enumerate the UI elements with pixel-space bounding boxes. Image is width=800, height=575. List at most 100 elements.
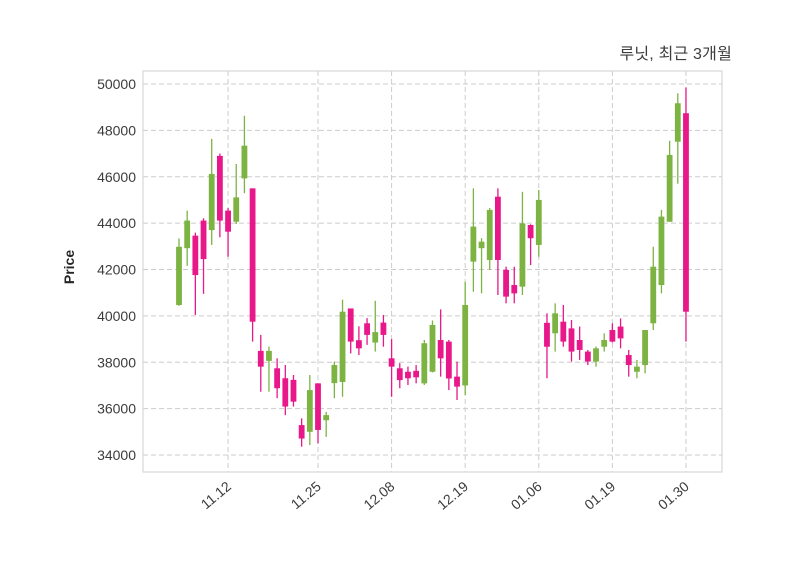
- candle-body: [266, 350, 272, 361]
- candle-body: [454, 376, 460, 387]
- candle: [298, 418, 305, 447]
- candle-body: [544, 322, 550, 347]
- y-tick-label: 40000: [97, 308, 136, 324]
- candle: [642, 330, 648, 374]
- candle: [445, 339, 452, 391]
- candle-body: [658, 216, 665, 286]
- candle: [519, 191, 526, 296]
- candle-body: [601, 339, 608, 347]
- candle-body: [347, 308, 354, 342]
- candle: [323, 411, 330, 437]
- candle-body: [274, 368, 281, 389]
- candle: [568, 320, 575, 362]
- candle: [192, 232, 199, 315]
- candle-body: [609, 330, 616, 342]
- chart-title: 루닛, 최근 3개월: [619, 46, 732, 63]
- y-tick-label: 44000: [97, 215, 136, 231]
- candle-body: [642, 330, 648, 366]
- candle: [560, 304, 567, 347]
- y-tick-labels: 34000 36000 38000 40000 42000 44000 46000 48000…: [97, 76, 136, 463]
- candle: [241, 115, 248, 194]
- candle-body: [462, 304, 469, 386]
- candle-body: [290, 379, 297, 402]
- candle-body: [437, 339, 444, 359]
- candle-body: [315, 383, 321, 430]
- candle-body: [405, 371, 411, 379]
- candle-body: [535, 199, 542, 245]
- candle: [617, 318, 624, 349]
- candle: [306, 375, 313, 446]
- candle: [429, 320, 436, 373]
- candle-body: [208, 173, 215, 231]
- candle-body: [634, 366, 640, 372]
- candle-body: [339, 311, 346, 382]
- candle: [658, 209, 665, 294]
- candle-body: [576, 339, 583, 350]
- candle: [527, 224, 534, 266]
- candle-body: [625, 355, 632, 366]
- candle: [364, 318, 370, 345]
- candle: [380, 314, 387, 347]
- candle: [601, 333, 608, 352]
- gridlines: [143, 71, 722, 472]
- candle-body: [396, 368, 403, 381]
- candle: [478, 238, 485, 294]
- candle-body: [445, 341, 452, 379]
- y-tick-label: 46000: [97, 169, 136, 185]
- candle: [584, 349, 591, 366]
- candle: [625, 349, 632, 377]
- candle-body: [388, 358, 395, 367]
- candle: [683, 87, 689, 342]
- candle: [200, 218, 207, 294]
- candle-body: [241, 145, 248, 179]
- candle: [576, 326, 583, 360]
- candle: [511, 266, 518, 304]
- candle-body: [355, 340, 362, 349]
- x-tick-label: 01.06: [508, 478, 545, 513]
- candle-body: [331, 365, 338, 384]
- candle: [666, 140, 673, 222]
- candle: [225, 208, 231, 257]
- candle-body: [192, 235, 199, 276]
- candle: [266, 346, 272, 392]
- candle: [282, 365, 289, 416]
- candle-body: [216, 155, 223, 221]
- candle: [388, 339, 395, 397]
- candle: [331, 361, 338, 399]
- candle-body: [413, 370, 420, 378]
- candle-body: [617, 326, 624, 339]
- candle-body: [519, 223, 526, 287]
- candle: [462, 281, 469, 395]
- candle-body: [200, 220, 207, 260]
- candle: [674, 93, 681, 184]
- candle: [208, 138, 215, 245]
- candle: [339, 299, 346, 397]
- candle: [535, 189, 542, 257]
- y-tick-label: 34000: [97, 447, 136, 463]
- candle-body: [184, 220, 191, 249]
- candle: [347, 308, 354, 354]
- candle: [650, 246, 657, 331]
- candle: [421, 339, 428, 385]
- candle-body: [503, 269, 509, 297]
- x-tick-label: 11.25: [288, 478, 324, 512]
- candle: [405, 366, 411, 385]
- candle-body: [233, 197, 240, 222]
- plot-border: [142, 70, 723, 473]
- candle: [437, 309, 444, 377]
- x-tick-label: 01.30: [655, 478, 692, 513]
- candle-body: [372, 332, 379, 343]
- y-tick-label: 50000: [97, 76, 136, 92]
- candle: [609, 323, 616, 343]
- candle-body: [380, 322, 387, 335]
- candle-body: [257, 350, 264, 367]
- candle-body: [176, 246, 182, 305]
- candle-body: [560, 321, 567, 342]
- y-tick-label: 36000: [97, 401, 136, 417]
- candle-body: [323, 415, 330, 421]
- candles: [176, 87, 689, 447]
- x-tick-label: 11.12: [198, 478, 234, 512]
- candle: [470, 188, 477, 292]
- candle-body: [552, 313, 559, 334]
